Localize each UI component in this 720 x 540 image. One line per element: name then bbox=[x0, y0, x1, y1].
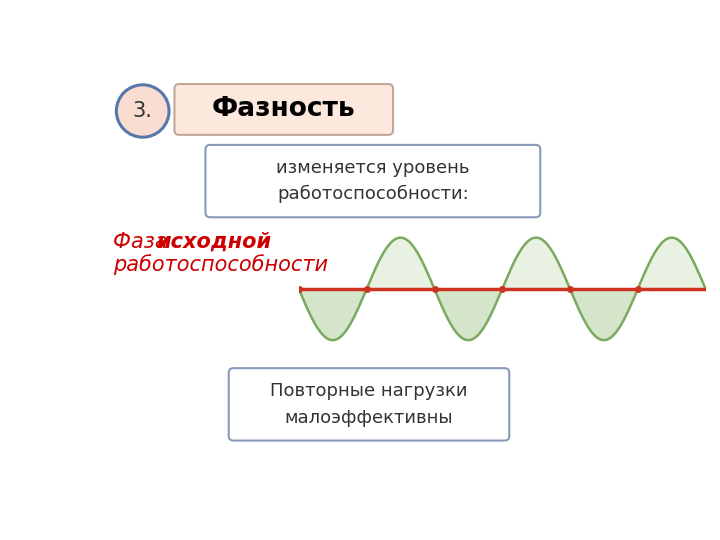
Text: Фаза: Фаза bbox=[113, 232, 174, 252]
FancyBboxPatch shape bbox=[229, 368, 509, 441]
Text: 3.: 3. bbox=[132, 101, 153, 121]
Text: исходной: исходной bbox=[156, 232, 271, 252]
FancyBboxPatch shape bbox=[205, 145, 540, 217]
FancyBboxPatch shape bbox=[174, 84, 393, 135]
Text: работоспособности: работоспособности bbox=[113, 254, 328, 275]
Circle shape bbox=[117, 85, 169, 137]
Text: Повторные нагрузки
малоэффективны: Повторные нагрузки малоэффективны bbox=[270, 382, 468, 427]
Text: изменяется уровень
работоспособности:: изменяется уровень работоспособности: bbox=[276, 159, 469, 204]
Text: Фазность: Фазность bbox=[212, 97, 356, 123]
